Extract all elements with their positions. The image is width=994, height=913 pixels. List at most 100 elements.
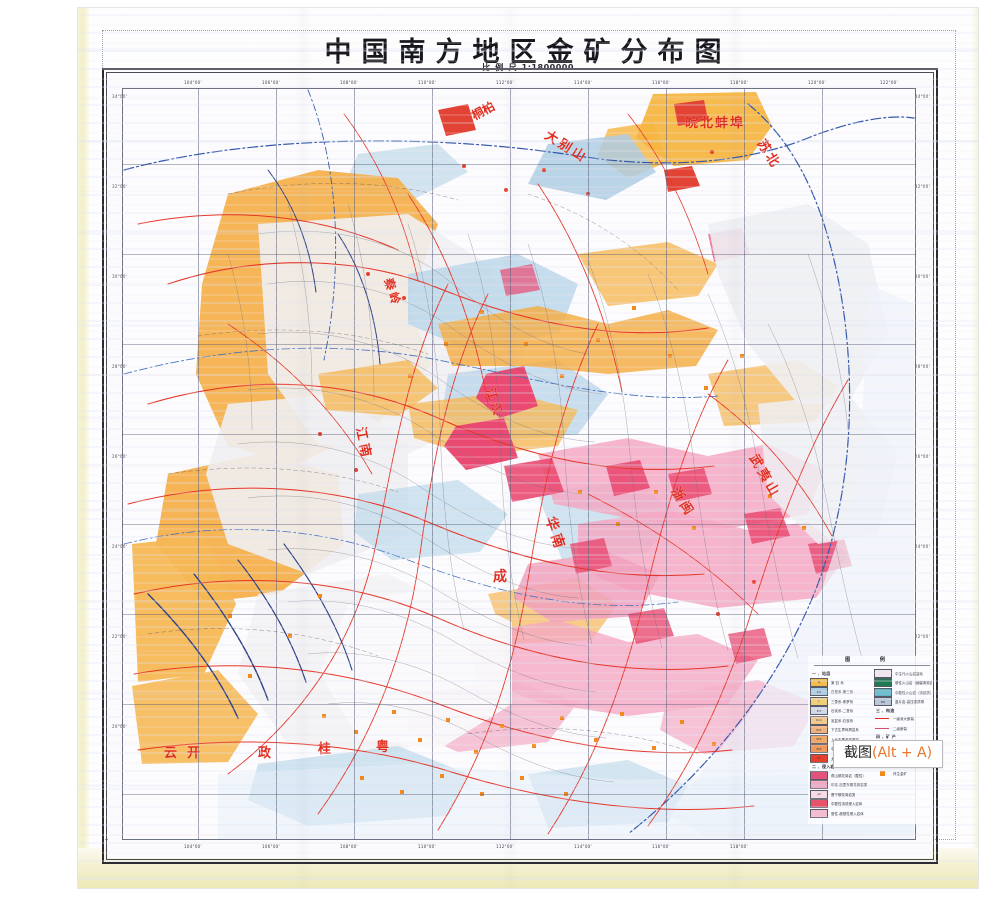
grid-line-horizontal (122, 704, 916, 705)
screenshot-tooltip[interactable]: 截图(Alt + A) (833, 740, 944, 768)
longitude-tick: 110°00' (418, 80, 436, 85)
latitude-tick: 26°00' (915, 454, 930, 459)
legend-item-label: 燕山期花岗岩（酸性） (831, 773, 866, 778)
legend-item[interactable]: 中酸性火山岩（流纹质） (874, 687, 932, 697)
latitude-tick: 20°00' (112, 724, 127, 729)
latitude-tick: 24°00' (112, 544, 127, 549)
legend-swatch: Pz1 (810, 725, 828, 734)
page-title: 中国南方地区金矿分布图 (102, 30, 954, 70)
legend-item-label: 印支-加里东期花岗岩类 (831, 782, 867, 787)
longitude-tick: 118°00' (730, 844, 748, 849)
legend-item-label: 中酸性火山岩（流纹质） (895, 690, 932, 695)
scan-fold-shadows (78, 8, 978, 888)
legend-item[interactable]: Pt3上元古界浅变质岩 (810, 734, 872, 744)
legend-item[interactable]: 伴生金矿 (874, 770, 932, 778)
legend-item[interactable]: J三叠系-侏罗系 (810, 696, 872, 706)
map-region-label: 桂 (318, 738, 331, 757)
longitude-tick: 116°00' (652, 844, 670, 849)
legend-item-label: 白垩系-第三系 (831, 689, 853, 694)
paper-edge-left (78, 8, 89, 888)
legend-swatch: D-C (810, 715, 828, 725)
longitude-tick: 112°00' (496, 80, 514, 85)
grid-line-horizontal (122, 344, 916, 345)
grid-line-vertical (666, 88, 667, 840)
legend-item-label: 泥盆系-石炭系 (831, 718, 853, 723)
legend-swatch (874, 687, 892, 697)
longitude-tick: 108°00' (340, 80, 358, 85)
latitude-tick: 30°00' (915, 274, 930, 279)
latitude-tick: 34°00' (112, 94, 127, 99)
legend-item-label: 石炭系-二叠系 (831, 708, 853, 713)
legend-item[interactable]: 基性火山岩（细碧角斑岩） (874, 678, 932, 687)
grid-line-vertical (744, 88, 745, 840)
map-neatline (122, 88, 916, 840)
legend-item[interactable]: 燕山期花岗岩（酸性） (810, 770, 872, 780)
grid-line-horizontal (122, 614, 916, 615)
legend-section-title: 三 、构造 (876, 708, 932, 714)
legend-swatch: Pt3 (810, 734, 828, 744)
legend-item[interactable]: 中酸性浅成侵入岩体 (810, 799, 872, 808)
longitude-tick: 116°00' (652, 80, 670, 85)
legend-item-label: 中酸性浅成侵入岩体 (831, 801, 862, 806)
scan-banding-fine (78, 8, 978, 888)
legend-swatch: P-T (810, 706, 828, 715)
map-region-label: 成 (493, 566, 507, 586)
legend-item[interactable]: Q第 四 系 (810, 677, 872, 687)
grid-line-vertical (276, 88, 277, 840)
legend-item-label: 中生代火山岩盆地 (895, 671, 923, 676)
geology-layer (122, 88, 916, 840)
legend-item[interactable]: K-E白垩系-第三系 (810, 687, 872, 696)
legend-swatch (810, 770, 828, 780)
legend-item-label: 晋宁期花岗岩类 (831, 792, 855, 797)
legend-item[interactable]: γ2晋宁期花岗岩类 (810, 789, 872, 799)
grid-line-vertical (510, 88, 511, 840)
legend-swatch: γ2 (810, 789, 828, 799)
screenshot-tooltip-shortcut: (Alt + A) (872, 745, 933, 761)
legend-item[interactable]: 印支-加里东期花岗岩类 (810, 780, 872, 789)
longitude-tick: 106°00' (262, 844, 280, 849)
legend-item-label: 上元古界浅变质岩 (831, 737, 859, 742)
legend-line-symbol (874, 715, 890, 722)
legend-item[interactable]: Pz1下古生界碎屑岩系 (810, 725, 872, 734)
longitude-tick: 104°00' (184, 844, 202, 849)
legend-item-label: 基性-超基性侵入岩体 (831, 811, 864, 816)
map-region-label: 粤 (376, 736, 389, 755)
longitude-tick: 110°00' (418, 844, 436, 849)
grid-line-horizontal (122, 254, 916, 255)
legend-swatch: Q (810, 677, 828, 687)
legend-item[interactable]: 中生代火山岩盆地 (874, 668, 932, 678)
legend-title: 图 例 (808, 656, 932, 663)
legend-swatch (810, 808, 828, 818)
legend-swatch: J (810, 696, 828, 706)
latitude-tick: 32°00' (112, 184, 127, 189)
map-frame-inner-border (106, 72, 934, 860)
grid-line-vertical (198, 88, 199, 840)
latitude-tick: 22°00' (915, 634, 930, 639)
grid-line-vertical (432, 88, 433, 840)
legend-item[interactable]: 一级深大断裂 (874, 715, 932, 723)
legend-item-label: 第 四 系 (831, 680, 844, 685)
grid-line-horizontal (122, 434, 916, 435)
longitude-tick: 104°00' (184, 80, 202, 85)
legend-item[interactable]: 基性-超基性侵入岩体 (810, 808, 872, 818)
legend-item[interactable]: P-T石炭系-二叠系 (810, 706, 872, 715)
map-region-label: 皖北蚌埠 (685, 112, 745, 131)
legend-item-label: 基性火山岩（细碧角斑岩） (895, 680, 932, 685)
grid-line-vertical (588, 88, 589, 840)
latitude-tick: 34°00' (915, 94, 930, 99)
legend-item[interactable]: D-C泥盆系-石炭系 (810, 715, 872, 725)
legend-item[interactable]: 二级断裂 (874, 724, 932, 732)
scale-value: 1:1800000 (522, 63, 574, 72)
latitude-tick: 24°00' (915, 544, 930, 549)
legend-item-label: 一级深大断裂 (893, 716, 914, 721)
legend-item[interactable]: Mz蓝片岩-高压变质带 (874, 697, 932, 706)
legend-item-label: 三叠系-侏罗系 (831, 699, 853, 704)
legend-swatch (874, 678, 892, 687)
legend-column-left: 一 、地层Q第 四 系K-E白垩系-第三系J三叠系-侏罗系P-T石炭系-二叠系D… (810, 669, 872, 819)
latitude-tick: 32°00' (915, 184, 930, 189)
longitude-tick: 118°00' (730, 80, 748, 85)
legend-deposit-symbol (874, 770, 890, 777)
latitude-tick: 28°00' (915, 364, 930, 369)
scale-label: 比 例 尺 (482, 63, 518, 72)
